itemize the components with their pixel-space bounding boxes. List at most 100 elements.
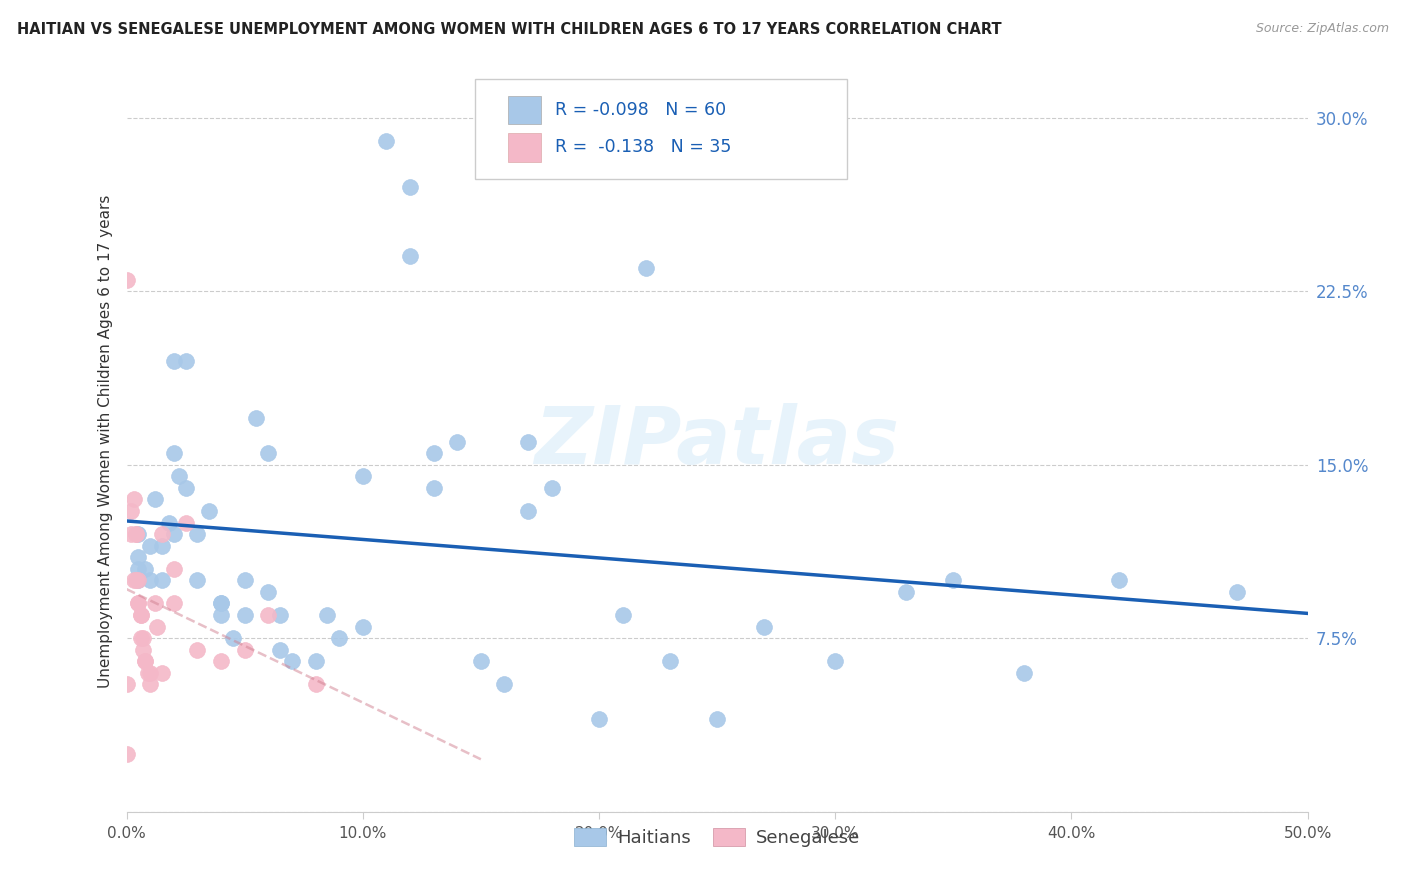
Point (134, 654, 156, 668)
Point (281, 654, 304, 668)
Text: ZIPatlas: ZIPatlas (534, 402, 900, 481)
Point (942, 574, 965, 588)
Point (129, 631, 152, 645)
Point (129, 608, 152, 623)
Point (233, 608, 256, 623)
Point (157, 516, 180, 530)
Point (127, 562, 149, 576)
Point (269, 642, 291, 657)
Point (125, 574, 148, 588)
Point (1108, 574, 1130, 588)
Point (209, 608, 232, 623)
Point (136, 665, 159, 680)
Point (127, 527, 149, 541)
Point (517, 504, 540, 518)
Point (399, 180, 422, 194)
Point (163, 527, 186, 541)
Point (139, 677, 162, 691)
Text: Source: ZipAtlas.com: Source: ZipAtlas.com (1256, 22, 1389, 36)
Point (127, 597, 149, 611)
Point (209, 654, 232, 668)
Point (125, 527, 148, 541)
Point (209, 597, 232, 611)
Point (134, 562, 156, 576)
Point (470, 654, 492, 668)
Point (146, 619, 169, 633)
FancyBboxPatch shape (475, 78, 846, 178)
Point (352, 619, 374, 633)
Point (245, 411, 267, 425)
Point (127, 597, 149, 611)
Point (163, 562, 186, 576)
Point (150, 574, 173, 588)
Point (636, 260, 658, 275)
Point (186, 642, 208, 657)
Y-axis label: Unemployment Among Women with Children Ages 6 to 17 years: Unemployment Among Women with Children A… (97, 194, 112, 689)
Point (163, 446, 186, 460)
Point (125, 527, 148, 541)
Point (134, 654, 156, 668)
Point (304, 677, 326, 691)
Point (186, 527, 208, 541)
Point (127, 574, 149, 588)
Point (150, 539, 173, 553)
Legend: Haitians, Senegalese: Haitians, Senegalese (567, 821, 868, 855)
Point (304, 654, 326, 668)
Point (143, 492, 166, 507)
Text: HAITIAN VS SENEGALESE UNEMPLOYMENT AMONG WOMEN WITH CHILDREN AGES 6 TO 17 YEARS : HAITIAN VS SENEGALESE UNEMPLOYMENT AMONG… (17, 22, 1001, 37)
Point (328, 631, 350, 645)
Point (257, 446, 280, 460)
Point (198, 504, 221, 518)
Point (115, 747, 138, 761)
Point (139, 665, 162, 680)
Point (257, 608, 280, 623)
Point (257, 585, 280, 599)
Point (446, 434, 468, 449)
FancyBboxPatch shape (508, 96, 541, 124)
Point (174, 353, 197, 368)
Point (150, 665, 173, 680)
Point (115, 272, 138, 286)
FancyBboxPatch shape (508, 134, 541, 161)
Point (269, 608, 291, 623)
Point (222, 631, 245, 645)
Point (132, 631, 155, 645)
Point (174, 481, 197, 495)
Point (422, 481, 444, 495)
Point (375, 134, 398, 148)
Point (150, 527, 173, 541)
Point (352, 469, 374, 483)
Point (209, 597, 232, 611)
Point (494, 677, 516, 691)
Point (174, 516, 197, 530)
Point (115, 677, 138, 691)
Point (824, 654, 846, 668)
Point (588, 712, 610, 726)
Point (517, 434, 540, 449)
Point (163, 353, 186, 368)
Point (706, 712, 728, 726)
Point (139, 539, 162, 553)
Point (122, 574, 145, 588)
Point (754, 619, 776, 633)
Point (612, 608, 634, 623)
Point (1012, 665, 1035, 680)
Point (233, 574, 256, 588)
Point (129, 608, 152, 623)
Point (120, 504, 142, 518)
Point (163, 597, 186, 611)
Point (233, 642, 256, 657)
Point (132, 642, 155, 657)
Point (143, 597, 166, 611)
Point (658, 654, 681, 668)
Point (422, 446, 444, 460)
Point (127, 574, 149, 588)
Point (120, 527, 142, 541)
Point (127, 550, 149, 565)
Point (894, 585, 917, 599)
Point (139, 574, 162, 588)
Point (316, 608, 339, 623)
Text: R = -0.098   N = 60: R = -0.098 N = 60 (555, 101, 727, 119)
Point (1226, 585, 1249, 599)
Point (399, 250, 422, 264)
